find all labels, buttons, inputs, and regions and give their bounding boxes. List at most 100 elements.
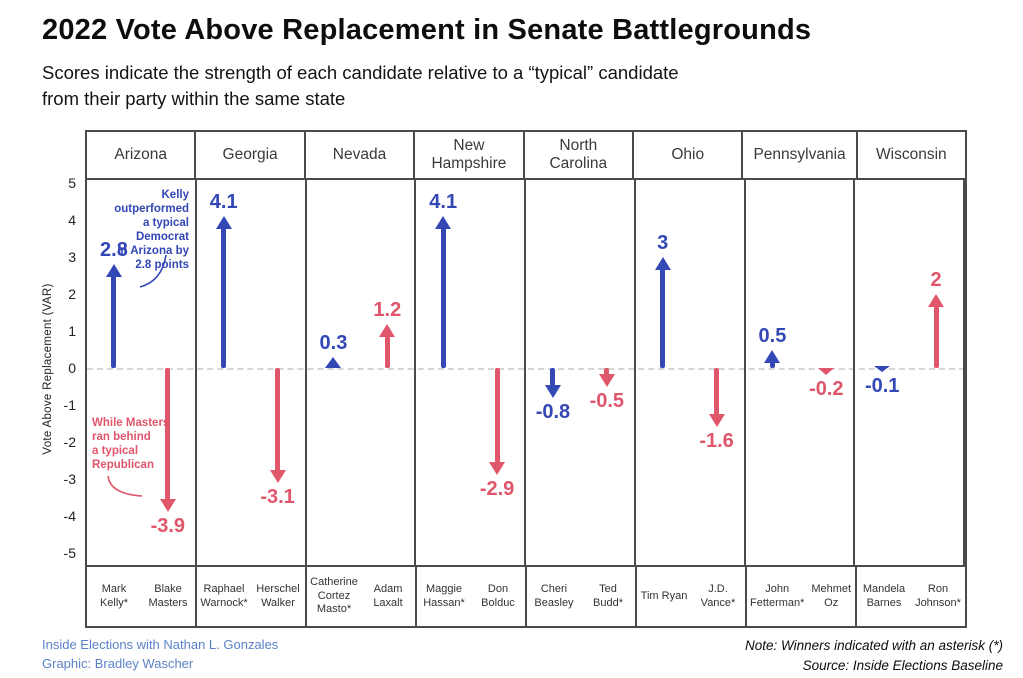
candidate-name: Tim Ryan — [640, 589, 688, 602]
state-header: Georgia — [196, 132, 306, 178]
y-tick-label: -5 — [63, 545, 76, 561]
state-header: Pennsylvania — [743, 132, 858, 178]
state-plot-cell: 0.3 1.2 — [307, 180, 417, 565]
chart-panel-grid: Arizona Georgia Nevada New Hampshire North C… — [85, 130, 967, 628]
state-header: North Carolina — [525, 132, 635, 178]
arrow-head — [764, 349, 781, 363]
annotation-line: 2.8 points — [135, 259, 189, 271]
state-header: Ohio — [634, 132, 744, 178]
value-label: -3.9 — [150, 515, 186, 538]
candidate-name: Don Bolduc — [481, 582, 515, 609]
candidate-name: Catherine Cortez Masto* — [310, 575, 358, 616]
state-names-cell: Mandela Barnes Ron Johnson* — [857, 567, 965, 626]
y-tick-label: -2 — [63, 434, 76, 450]
value-label: 4.1 — [429, 191, 458, 214]
annotation-line: in Arizona by — [117, 245, 189, 257]
state-plot-cell: 3 -1.6 — [636, 180, 746, 565]
y-tick-label: 1 — [68, 323, 76, 339]
value-label: -0.8 — [535, 400, 571, 423]
plot-area: 2.8 -3.9 4.1 -3.1 0.3 1.2 4.1 -2.9 -0.8 -0.5 3 -1.6… — [87, 180, 965, 567]
y-tick-label: -3 — [63, 471, 76, 487]
candidate-name: Maggie Hassan* — [423, 582, 465, 609]
arrow-head — [215, 216, 232, 230]
candidate-name: Ted Budd* — [593, 582, 623, 609]
candidate-name: Ron Johnson* — [915, 582, 961, 609]
state-names-cell: Raphael Warnock* Herschel Walker — [197, 567, 307, 626]
note-line: Note: Winners indicated with an asterisk… — [745, 638, 1003, 653]
arrow-stem — [933, 306, 939, 368]
value-label: 3 — [657, 232, 669, 254]
arrow-head — [928, 294, 945, 307]
credit-block: Inside Elections with Nathan L. Gonzales… — [42, 636, 278, 674]
y-tick-label: -4 — [63, 508, 76, 524]
state-plot-cell: -0.8 -0.5 — [526, 180, 636, 565]
candidate-name: Raphael Warnock* — [200, 582, 248, 609]
state-header-row: Arizona Georgia Nevada New Hampshire North C… — [87, 132, 965, 180]
source-line: Source: Inside Elections Baseline — [802, 657, 1003, 673]
arrow-head — [435, 216, 452, 230]
state-plot-cell: 4.1 -2.9 — [416, 180, 526, 565]
y-tick-label: -1 — [63, 397, 76, 413]
state-header: New Hampshire — [415, 132, 525, 178]
arrow-head — [818, 368, 835, 375]
candidate-name: Mark Kelly* — [99, 582, 129, 609]
state-plot-cell: -0.1 2 — [855, 180, 965, 565]
page-title: 2022 Vote Above Replacement in Senate Ba… — [42, 14, 812, 46]
annotation-line: a typical — [92, 445, 139, 457]
arrow-head — [598, 373, 615, 387]
arrow-head — [708, 414, 725, 428]
value-label: -1.6 — [699, 430, 734, 453]
credit-line-1: Inside Elections with Nathan L. Gonzales — [42, 637, 279, 652]
arrow-stem — [550, 368, 556, 386]
chart-subtitle: Scores indicate the strength of each can… — [42, 60, 679, 111]
state-names-cell: Catherine Cortez Masto* Adam Laxalt — [307, 567, 417, 626]
arrow-head — [269, 469, 286, 483]
value-label: 0.5 — [758, 324, 787, 347]
candidate-name: Herschel Walker — [256, 582, 300, 609]
candidate-name: Mandela Barnes — [862, 582, 906, 609]
credit-line-2: Graphic: Bradley Wascher — [42, 655, 194, 671]
arrow-head — [105, 264, 122, 278]
arrow-stem — [221, 228, 227, 368]
state-plot-cell: 0.5 -0.2 — [746, 180, 856, 565]
arrow-head — [874, 365, 891, 372]
note-block: Note: Winners indicated with an asterisk… — [745, 636, 1003, 675]
state-header: Arizona — [87, 132, 197, 178]
y-tick-label: 5 — [68, 175, 76, 191]
candidate-names-row: Mark Kelly* Blake Masters Raphael Warnock*… — [87, 567, 965, 626]
annotation-line: a typical Democrat — [135, 217, 189, 243]
state-plot-cell: 4.1 -3.1 — [197, 180, 307, 565]
value-label: 2 — [930, 269, 942, 291]
value-label: 1.2 — [373, 298, 402, 321]
value-label: -0.2 — [809, 378, 844, 401]
state-names-cell: John Fetterman* Mehmet Oz — [747, 567, 857, 626]
arrow-stem — [384, 335, 390, 368]
value-label: -3.1 — [260, 485, 295, 508]
subtitle-line-1: Scores indicate the strength of each can… — [42, 62, 679, 83]
candidate-name: Blake Masters — [148, 582, 188, 609]
value-label: 4.1 — [209, 191, 238, 214]
candidate-name: J.D. Vance* — [700, 582, 736, 609]
arrow-stem — [604, 368, 610, 375]
annotation-line: Republican — [92, 459, 154, 471]
candidate-name: Cheri Beasley — [534, 582, 574, 609]
annotation-line: While Masters — [92, 417, 170, 429]
value-label: -2.9 — [479, 478, 515, 501]
value-label: -0.5 — [589, 389, 625, 412]
y-tick-label: 3 — [68, 249, 76, 265]
state-header: Wisconsin — [876, 146, 947, 164]
annotation-line: Kelly outperformed — [114, 189, 189, 215]
zero-baseline — [87, 368, 965, 370]
state-names-cell: Tim Ryan J.D. Vance* — [637, 567, 747, 626]
candidate-name: Adam Laxalt — [373, 582, 403, 609]
arrow-head — [159, 499, 176, 513]
arrow-head — [325, 356, 342, 368]
state-names-cell: Cheri Beasley Ted Budd* — [527, 567, 637, 626]
y-tick-label: 0 — [68, 360, 76, 376]
arrow-head — [654, 257, 671, 270]
annotation-text: Kelly outperformed a typical Democrat in A… — [89, 188, 189, 272]
arrow-stem — [769, 361, 775, 368]
arrow-stem — [111, 276, 117, 368]
y-tick-label: 4 — [68, 212, 76, 228]
